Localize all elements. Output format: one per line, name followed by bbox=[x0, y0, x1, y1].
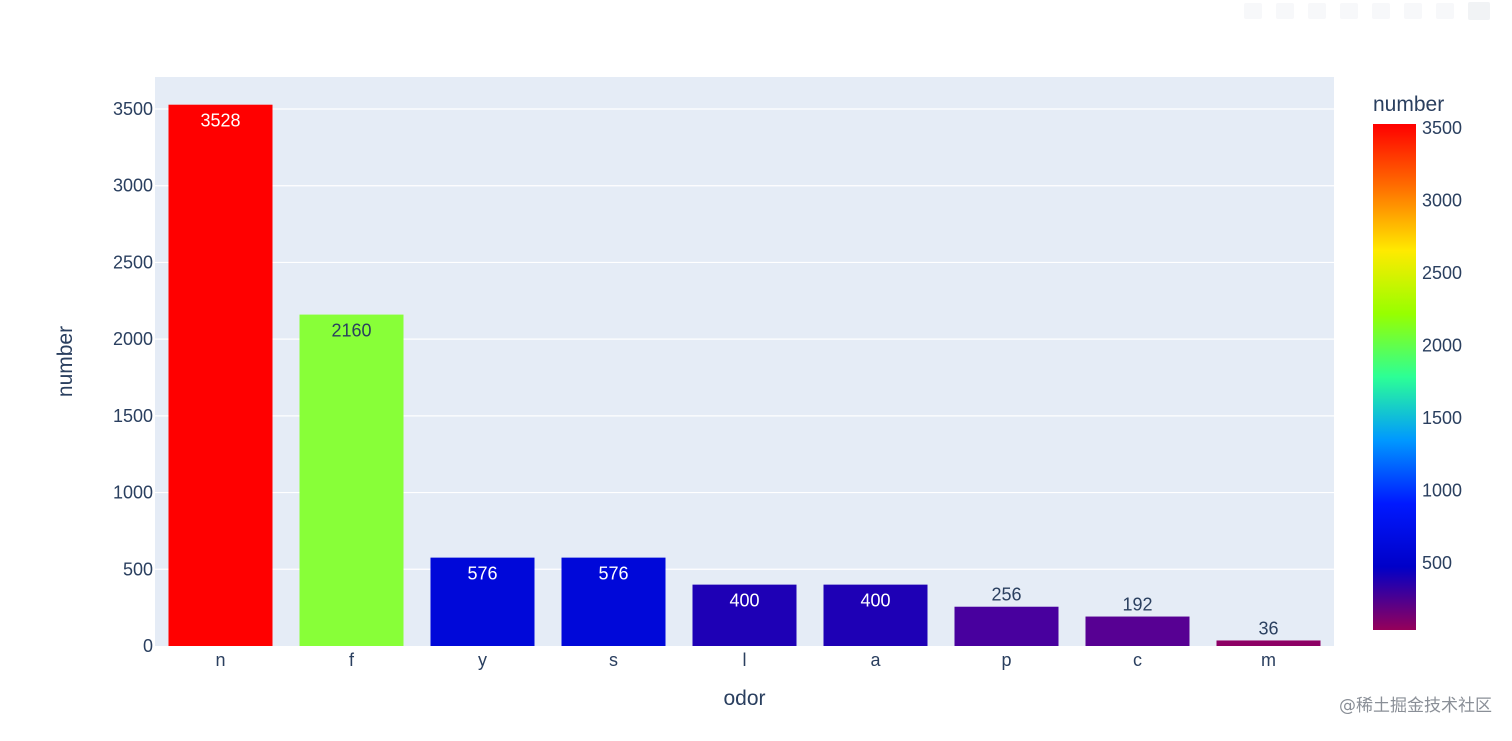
reset-icon[interactable] bbox=[1436, 3, 1454, 19]
colorbar-title: number bbox=[1373, 93, 1444, 116]
plotly-logo-icon[interactable] bbox=[1468, 2, 1490, 20]
bar[interactable] bbox=[1085, 616, 1190, 646]
bar[interactable] bbox=[430, 557, 535, 646]
y-tick-label: 0 bbox=[143, 636, 153, 656]
bar-data-labels: 3528 2160 576 576 400 400 256 192 36 bbox=[200, 111, 1278, 639]
bar-data-label: 256 bbox=[991, 585, 1021, 605]
bar-data-label: 576 bbox=[598, 564, 628, 584]
pan-icon[interactable] bbox=[1308, 3, 1326, 19]
x-tick-label: y bbox=[478, 650, 487, 670]
x-tick-label: f bbox=[349, 650, 355, 670]
x-tick-label: s bbox=[609, 650, 618, 670]
bar-data-label: 3528 bbox=[200, 111, 240, 131]
x-tick-label: m bbox=[1261, 650, 1276, 670]
y-tick-label: 3000 bbox=[113, 176, 153, 196]
colorbar-tick-label: 2000 bbox=[1422, 335, 1462, 355]
bar[interactable] bbox=[299, 314, 404, 646]
colorbar: number 500 1000 1500 2000 2500 3000 3500 bbox=[1373, 93, 1462, 630]
y-axis-ticks: 0 500 1000 1500 2000 2500 3000 3500 bbox=[113, 99, 153, 656]
zoom-in-icon[interactable] bbox=[1340, 3, 1358, 19]
bar-data-label: 2160 bbox=[331, 321, 371, 341]
y-tick-label: 500 bbox=[123, 559, 153, 579]
colorbar-tick-label: 3500 bbox=[1422, 118, 1462, 138]
zoom-icon[interactable] bbox=[1276, 3, 1294, 19]
colorbar-tick-label: 1000 bbox=[1422, 480, 1462, 500]
y-axis-title: number bbox=[54, 326, 77, 397]
bar-data-label: 400 bbox=[860, 591, 890, 611]
bar[interactable] bbox=[954, 606, 1059, 646]
y-tick-label: 2500 bbox=[113, 252, 153, 272]
bar-data-label: 36 bbox=[1258, 618, 1278, 638]
bar[interactable] bbox=[168, 104, 273, 647]
bar[interactable] bbox=[561, 557, 666, 646]
plot-toolbar bbox=[1100, 0, 1512, 22]
y-tick-label: 1500 bbox=[113, 406, 153, 426]
watermark-text: @稀土掘金技术社区 bbox=[1339, 696, 1492, 716]
bar[interactable] bbox=[692, 584, 797, 646]
x-tick-label: p bbox=[1001, 650, 1011, 670]
x-tick-label: l bbox=[743, 650, 747, 670]
bar-data-label: 576 bbox=[467, 564, 497, 584]
y-tick-label: 2000 bbox=[113, 329, 153, 349]
x-tick-label: a bbox=[870, 650, 881, 670]
x-tick-label: n bbox=[215, 650, 225, 670]
colorbar-ticks: 500 1000 1500 2000 2500 3000 3500 bbox=[1422, 118, 1462, 573]
y-tick-label: 3500 bbox=[113, 99, 153, 119]
colorbar-tick-label: 1500 bbox=[1422, 408, 1462, 428]
colorbar-gradient bbox=[1373, 124, 1416, 630]
bar-data-label: 400 bbox=[729, 591, 759, 611]
bar-data-label: 192 bbox=[1122, 595, 1152, 615]
bars bbox=[168, 104, 1321, 647]
camera-icon[interactable] bbox=[1244, 3, 1262, 19]
autoscale-icon[interactable] bbox=[1404, 3, 1422, 19]
zoom-out-icon[interactable] bbox=[1372, 3, 1390, 19]
colorbar-tick-label: 500 bbox=[1422, 553, 1452, 573]
colorbar-tick-label: 3000 bbox=[1422, 191, 1462, 211]
colorbar-tick-label: 2500 bbox=[1422, 263, 1462, 283]
bar[interactable] bbox=[823, 584, 928, 646]
x-tick-label: c bbox=[1133, 650, 1142, 670]
x-axis-title: odor bbox=[723, 687, 765, 710]
y-tick-label: 1000 bbox=[113, 483, 153, 503]
bar[interactable] bbox=[1216, 640, 1321, 646]
